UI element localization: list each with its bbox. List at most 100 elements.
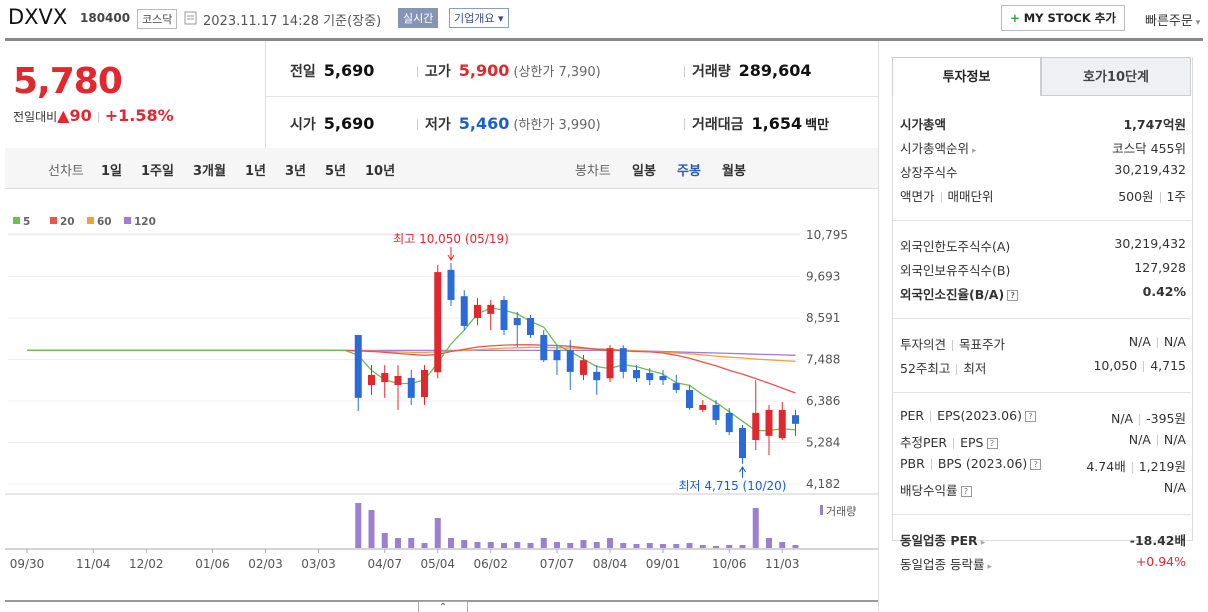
candle-body [752,412,760,441]
realtime-badge[interactable]: 실시간 [398,8,439,28]
stat-unit: 백만 [805,118,830,133]
volume-bar [633,544,640,548]
separator [1159,192,1161,203]
y-tick-label: 10,795 [806,228,848,242]
volume-bar [580,540,587,548]
info-value: N/A -395원 [1111,408,1186,427]
period-tab[interactable]: 5년 [325,164,347,179]
x-tick-label: 05/04 [420,557,455,571]
info-label: 52주최고 [900,361,951,376]
mystock-label: MY STOCK 추가 [1023,11,1116,25]
info-value-text: N/A [1163,334,1186,349]
separator [417,66,418,77]
separator [97,112,99,123]
volume-bar [699,545,706,548]
info-label: EPS(2023.06) [937,408,1022,423]
info-label: 추정PER [900,435,948,450]
period-tab[interactable]: 3개월 [193,164,226,179]
period-tab[interactable]: 1주일 [141,164,174,179]
separator [952,340,954,351]
help-icon: ? [1007,290,1019,301]
quick-order[interactable]: 빠른주문 ▾ [1145,14,1201,29]
period-tab[interactable]: 1년 [245,164,267,179]
info-value: 코스닥 455위 [1112,138,1186,157]
x-tick-label: 08/04 [593,557,628,571]
info-value: -18.42배 [1130,530,1186,549]
line-chart-label: 선차트 [48,164,84,179]
volume-bar [554,542,560,548]
candle-tab[interactable]: 주봉 [677,164,701,179]
stat-note: (상한가 7,390) [513,65,601,80]
info-label: 외국인한도주식수(A) [900,239,1011,254]
info-label: 최저 [963,361,987,376]
datetime: 2023.11.17 14:28 기준(장중) [203,10,381,29]
candle-body [513,318,521,326]
info-value-text: 코스닥 455위 [1112,141,1186,156]
stat-label: 저가 [425,117,451,133]
info-value: 127,928 [1134,260,1186,275]
stat: 저가 5,460 (하한가 3,990) [425,114,601,134]
info-value-text: N/A [1163,480,1186,495]
candle-body [460,296,468,326]
invest-tab[interactable]: 투자정보 [892,57,1041,96]
info-value-text: N/A [1163,432,1186,447]
period-tab[interactable]: 1일 [101,164,123,179]
stat-value: 5,690 [323,114,375,133]
info-value: 1,747억원 [1123,114,1186,133]
stat-label: 고가 [425,64,451,80]
company-button[interactable]: 기업개요 ▾ [449,8,509,28]
candle-body [672,383,680,390]
candle-body [474,304,481,319]
candle-body [566,350,574,372]
clock-icon [184,11,197,25]
info-row: PER EPS(2023.06)? N/A -395원 [900,408,1186,426]
volume-legend: 거래량 [826,505,856,518]
info-value: N/A N/A [1129,432,1186,447]
quick-order-label: 빠른주문 [1145,14,1193,29]
info-value-text: 30,219,432 [1114,162,1186,177]
period-tab[interactable]: 3년 [285,164,307,179]
info-value-text: N/A [1111,411,1134,426]
separator [1143,361,1145,372]
info-value-text: 1,219원 [1138,459,1186,474]
separator [953,438,955,449]
help-icon: ? [1030,459,1042,470]
stat-value: 5,900 [458,61,510,80]
header-rule [5,38,1203,41]
arrow-icon: ▸ [987,562,993,572]
info-row: PBR BPS (2023.06)? 4.74배 1,219원 [900,456,1186,474]
legend-label: 60 [97,216,112,228]
info-value-text: N/A [1128,432,1151,447]
help-icon: ? [1024,411,1036,422]
info-value: 500원 1주 [1118,186,1186,205]
separator [417,119,418,130]
separator [684,66,685,77]
stat: 거래대금 1,654 백만 [692,114,829,134]
volume-bar [368,510,375,548]
info-value-text: 1주 [1166,189,1186,204]
section-rule [893,514,1191,515]
stock-code: 180400 [80,11,131,25]
current-price: 5,780 [13,61,123,102]
info-value-text: 127,928 [1134,260,1186,275]
x-tick-label: 10/06 [712,557,747,571]
candle-tab[interactable]: 일봉 [632,164,656,179]
x-tick-label: 01/06 [195,557,230,571]
mystock-button[interactable]: + MY STOCK 추가 [1001,5,1125,31]
candle-tab[interactable]: 월봉 [722,164,746,179]
info-row: 동일업종 등락률 ▸ +0.94% [900,554,1186,573]
y-tick-label: 5,284 [806,436,840,450]
info-label: 동일업종 등락률 [900,557,985,572]
x-tick-label: 11/04 [76,557,111,571]
x-tick-label: 04/07 [367,557,402,571]
period-tab[interactable]: 10년 [365,164,396,179]
invest-tab[interactable]: 호가10단계 [1041,57,1191,96]
info-value-text: 1,747억원 [1123,117,1186,132]
collapse-button[interactable]: ⌃ [418,601,468,612]
volume-bar [779,542,786,548]
stat-value: 5,460 [458,114,510,133]
info-row: 동일업종 PER ▸ -18.42배 [900,530,1186,549]
separator [1156,337,1158,348]
info-label: 투자의견 [900,337,947,352]
y-tick-label: 4,182 [806,477,840,491]
